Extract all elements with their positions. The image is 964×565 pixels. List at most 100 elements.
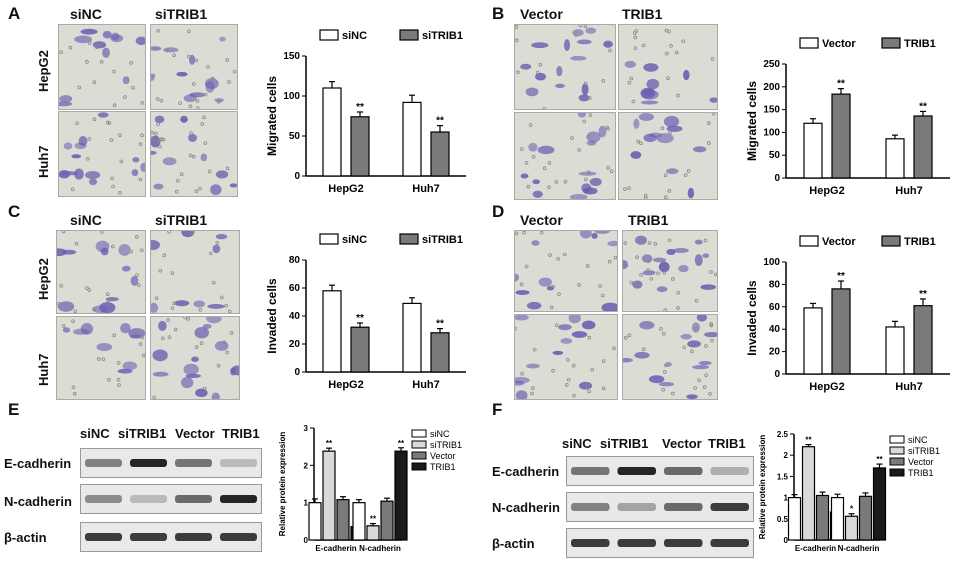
stained-cell (118, 244, 131, 256)
stained-cell (568, 315, 581, 324)
bar (858, 495, 873, 541)
membrane-pore (669, 44, 673, 48)
stained-cell (630, 151, 642, 159)
membrane-pore (694, 326, 699, 331)
membrane-pore (138, 142, 143, 146)
micrograph-c-3 (56, 316, 146, 400)
column-header-sitrib1-c: siTRIB1 (155, 212, 208, 228)
membrane-pore (532, 347, 537, 352)
stained-cell (680, 333, 692, 340)
membrane-pore (77, 85, 82, 90)
membrane-pore (667, 189, 672, 193)
membrane-pore (690, 349, 694, 354)
membrane-pore (189, 231, 194, 235)
stained-cell (151, 239, 161, 251)
membrane-pore (639, 141, 643, 145)
stained-cell (704, 331, 717, 338)
membrane-pore (170, 306, 175, 310)
membrane-pore (87, 288, 92, 292)
membrane-pore (627, 80, 632, 85)
membrane-pore (227, 80, 231, 84)
stained-cell (163, 47, 179, 53)
membrane-pore (598, 284, 602, 288)
stained-cell (206, 317, 222, 324)
membrane-pore (556, 257, 560, 261)
membrane-pore (671, 391, 675, 396)
membrane-pore (515, 326, 517, 331)
stained-cell (180, 115, 188, 123)
significance-label: ** (919, 101, 927, 112)
membrane-pore (601, 359, 606, 363)
row-label-hepg2-c: HepG2 (36, 258, 51, 300)
stained-cell (207, 304, 225, 309)
membrane-pore (713, 272, 717, 277)
membrane-pore (557, 292, 561, 296)
stained-cell (200, 153, 208, 162)
stained-cell (578, 381, 593, 390)
membrane-pore (663, 173, 668, 178)
membrane-pore (586, 170, 591, 175)
panel-letter-a: A (8, 4, 21, 23)
membrane-pore (587, 96, 592, 100)
membrane-pore (140, 335, 145, 340)
membrane-pore (709, 270, 713, 274)
stained-cell (640, 100, 659, 105)
stained-cell (692, 146, 707, 153)
membrane-pore (216, 363, 221, 368)
stained-cell (692, 364, 710, 370)
membrane-pore (587, 335, 592, 340)
band-label-e-ncad: N-cadherin (4, 494, 72, 509)
membrane-pore (601, 79, 606, 83)
stained-cell (526, 301, 542, 310)
western-blot-f-actin (566, 528, 754, 558)
stained-cell (231, 365, 239, 376)
legend-swatch (889, 446, 905, 455)
panel-letter-e: E (8, 400, 20, 419)
stained-cell (632, 280, 643, 289)
membrane-pore (70, 187, 75, 192)
membrane-pore (644, 196, 648, 199)
blot-band (220, 459, 257, 467)
blot-band (175, 533, 212, 541)
y-tick-label: 150 (283, 51, 300, 62)
membrane-pore (612, 346, 616, 351)
membrane-pore (623, 187, 627, 191)
category-label: Huh7 (412, 379, 440, 391)
band-label-f-ncad: N-cadherin (492, 500, 560, 515)
membrane-pore (585, 264, 590, 268)
membrane-pore (186, 317, 191, 321)
stained-cell (59, 101, 73, 107)
membrane-pore (109, 138, 114, 142)
bar (350, 326, 370, 373)
stained-cell (194, 326, 210, 339)
stained-cell (132, 157, 140, 163)
membrane-pore (641, 43, 646, 48)
blot-band (220, 495, 257, 503)
membrane-pore (68, 45, 73, 50)
membrane-pore (191, 154, 196, 159)
stained-cell (212, 244, 221, 254)
y-axis-label: Relative protein expression (758, 435, 767, 540)
y-tick-label: 0 (784, 536, 789, 545)
membrane-pore (203, 141, 208, 145)
stained-cell (633, 118, 640, 129)
legend-swatch (399, 29, 419, 41)
membrane-pore (206, 65, 210, 69)
stained-cell (686, 394, 698, 399)
membrane-pore (131, 85, 135, 90)
membrane-pore (195, 99, 200, 103)
membrane-pore (188, 104, 193, 109)
blot-band (220, 533, 257, 541)
membrane-pore (161, 336, 165, 341)
stained-cell (624, 60, 636, 68)
stained-cell (532, 179, 541, 185)
membrane-pore (107, 378, 111, 382)
stained-cell (219, 36, 226, 42)
blot-band (664, 539, 703, 547)
membrane-pore (159, 98, 164, 103)
y-tick-label: 0 (304, 536, 309, 545)
bar (885, 326, 905, 375)
membrane-pore (554, 180, 559, 184)
membrane-pore (92, 307, 97, 311)
band-label-e-ecad: E-cadherin (4, 456, 72, 471)
